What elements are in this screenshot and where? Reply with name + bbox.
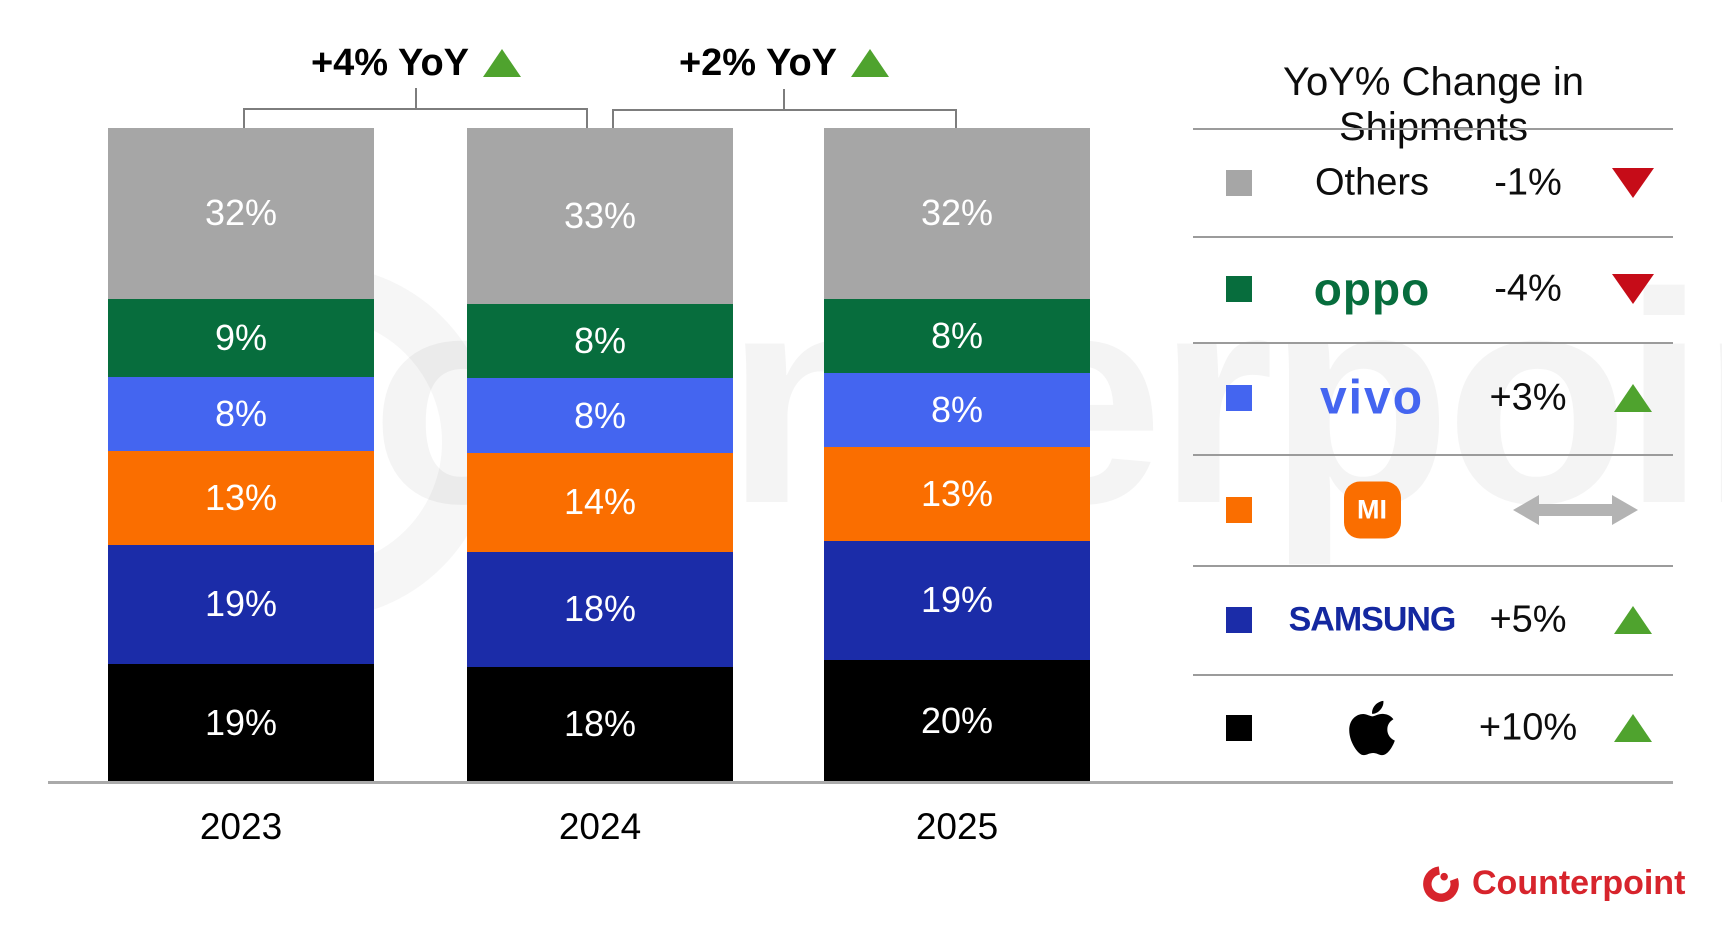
yoy-bracket-2-line [612, 109, 957, 111]
segment-value-label: 19% [204, 583, 278, 625]
segment-value-label: 32% [204, 192, 278, 234]
legend-row-xiaomi: MI [1193, 454, 1674, 565]
apple-change: +10% [1478, 706, 1578, 748]
segment-value-label: 33% [563, 195, 637, 236]
yoy-bracket-2-left-tick [612, 109, 614, 129]
vivo-logo: vivo [1319, 371, 1425, 425]
apple-logo [1272, 697, 1472, 759]
oppo-swatch [1226, 276, 1252, 302]
bar-segment-vivo: 8% [824, 372, 1090, 447]
x-tick-2025: 2025 [915, 806, 999, 847]
bar-segment-vivo: 8% [108, 376, 374, 451]
legend-divider [1193, 565, 1673, 567]
apple-swatch [1226, 714, 1252, 741]
yoy-annotation-label: +4% YoY [310, 41, 470, 84]
flat-trend-arrow-icon [1513, 494, 1638, 525]
legend-divider [1193, 236, 1673, 238]
segment-value-label: 18% [563, 588, 637, 630]
yoy-bracket-1-line [243, 108, 588, 110]
bar-segment-samsung: 18% [467, 551, 733, 667]
segment-value-label: 8% [214, 392, 268, 434]
trend-down-icon [1611, 167, 1655, 198]
trend-up-icon [1611, 605, 1655, 634]
yoy-bracket-1-stub [415, 88, 417, 108]
segment-value-label: 8% [930, 388, 984, 430]
bar-segment-xiaomi: 13% [108, 450, 374, 546]
segment-value-label: 18% [563, 703, 637, 745]
others-label: Others [1314, 161, 1430, 203]
x-axis-line [48, 781, 1673, 784]
segment-value-label: 9% [214, 316, 268, 358]
bar-segment-others: 33% [467, 128, 733, 304]
segment-value-label: 8% [573, 394, 627, 436]
stacked-bar-2023: 32% 9% 8% 13% 19% 19% [108, 128, 374, 782]
legend-row-oppo: oppo -4% [1193, 236, 1674, 342]
xiaomi-logo: MI [1343, 481, 1401, 538]
counterpoint-wordmark: Counterpoint [1472, 863, 1686, 902]
segment-value-label: 14% [563, 481, 637, 523]
others-change: -1% [1494, 161, 1562, 203]
stacked-bar-2024: 33% 8% 8% 14% 18% 18% [467, 128, 733, 782]
samsung-change: +5% [1489, 598, 1567, 640]
bar-segment-xiaomi: 14% [467, 452, 733, 552]
bar-segment-others: 32% [108, 128, 374, 299]
segment-value-label: 13% [204, 477, 278, 519]
segment-value-label: 8% [573, 320, 627, 362]
legend-divider [1193, 128, 1673, 130]
bar-segment-apple: 19% [108, 663, 374, 782]
yoy-annotation-label: +2% YoY [678, 41, 838, 84]
counterpoint-icon [1423, 866, 1459, 902]
stacked-bar-2025: 32% 8% 8% 13% 19% 20% [824, 128, 1090, 782]
bar-segment-oppo: 8% [467, 304, 733, 379]
yoy-bracket-2-stub [783, 89, 785, 109]
legend-title: YoY% Change in Shipments [1283, 60, 1584, 149]
oppo-logo: oppo [1313, 263, 1431, 315]
trend-up-icon [483, 49, 522, 77]
counterpoint-logo: Counterpoint [1420, 862, 1685, 904]
bar-segment-apple: 18% [467, 666, 733, 782]
legend-divider [1193, 454, 1673, 456]
x-tick-2023: 2023 [199, 806, 283, 847]
bar-segment-oppo: 8% [824, 298, 1090, 373]
yoy-bracket-1-right-tick [586, 108, 588, 128]
legend-divider [1193, 342, 1673, 344]
vivo-change: +3% [1489, 376, 1567, 419]
others-swatch [1226, 169, 1252, 196]
yoy-bracket-1-left-tick [243, 108, 245, 128]
samsung-swatch [1226, 606, 1252, 633]
legend-row-vivo: vivo +3% [1193, 342, 1674, 454]
samsung-logo: SAMSUNG [1288, 600, 1457, 638]
trend-down-icon [1611, 274, 1655, 304]
vivo-swatch [1226, 385, 1252, 411]
legend-row-samsung: SAMSUNG +5% [1193, 565, 1674, 674]
yoy-bracket-2-right-tick [955, 109, 957, 129]
legend-divider [1193, 674, 1673, 676]
segment-value-label: 13% [920, 473, 994, 515]
segment-value-label: 20% [920, 699, 994, 741]
bar-segment-xiaomi: 13% [824, 446, 1090, 542]
trend-up-icon [1611, 384, 1655, 412]
segment-value-label: 32% [920, 192, 994, 234]
legend-row-others: Others -1% [1193, 129, 1674, 236]
legend-row-apple: +10% [1193, 674, 1674, 781]
segment-value-label: 19% [204, 701, 278, 743]
segment-value-label: 19% [920, 579, 994, 621]
bar-segment-others: 32% [824, 128, 1090, 299]
yoy-annotation-2024-2025: +2% YoY [634, 42, 934, 84]
xiaomi-swatch [1226, 496, 1252, 523]
legend-panel: YoY% Change in Shipments Others -1% oppo… [1193, 0, 1674, 790]
bar-segment-vivo: 8% [467, 378, 733, 453]
segment-value-label: 8% [930, 314, 984, 356]
trend-up-icon [851, 49, 890, 77]
bar-segment-samsung: 19% [108, 545, 374, 664]
bar-segment-samsung: 19% [824, 541, 1090, 660]
bar-segment-apple: 20% [824, 659, 1090, 782]
yoy-annotation-2023-2024: +4% YoY [266, 42, 566, 84]
trend-up-icon [1611, 713, 1655, 742]
oppo-change: -4% [1494, 267, 1562, 310]
x-tick-2024: 2024 [558, 806, 642, 847]
bar-segment-oppo: 9% [108, 298, 374, 377]
